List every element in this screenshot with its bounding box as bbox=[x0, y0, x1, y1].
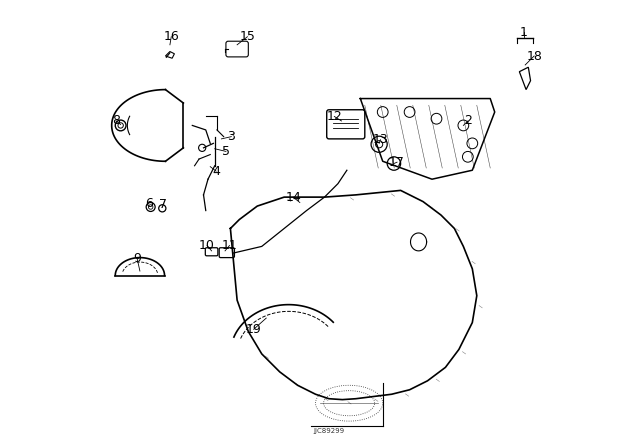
FancyBboxPatch shape bbox=[327, 110, 365, 139]
Text: 10: 10 bbox=[199, 239, 215, 252]
FancyBboxPatch shape bbox=[226, 41, 248, 57]
Text: 8: 8 bbox=[112, 114, 120, 128]
Text: 7: 7 bbox=[159, 198, 167, 211]
FancyBboxPatch shape bbox=[205, 248, 218, 256]
Text: 2: 2 bbox=[464, 114, 472, 128]
Text: 3: 3 bbox=[227, 130, 236, 143]
Text: 19: 19 bbox=[246, 323, 262, 336]
Text: 9: 9 bbox=[133, 252, 141, 266]
Text: 5: 5 bbox=[222, 145, 230, 158]
Text: 13: 13 bbox=[372, 133, 388, 146]
Text: 17: 17 bbox=[389, 155, 405, 169]
Text: 16: 16 bbox=[163, 30, 179, 43]
Text: JJC89299: JJC89299 bbox=[314, 428, 344, 434]
Polygon shape bbox=[520, 67, 531, 90]
Text: 11: 11 bbox=[221, 239, 237, 252]
Text: 1: 1 bbox=[520, 26, 528, 39]
Polygon shape bbox=[165, 52, 174, 58]
FancyBboxPatch shape bbox=[220, 248, 234, 258]
Text: 14: 14 bbox=[285, 190, 301, 204]
Text: 4: 4 bbox=[212, 164, 220, 178]
Text: 6: 6 bbox=[145, 197, 153, 211]
Text: 18: 18 bbox=[526, 49, 542, 63]
Text: 15: 15 bbox=[239, 30, 255, 43]
Text: 12: 12 bbox=[326, 110, 342, 123]
